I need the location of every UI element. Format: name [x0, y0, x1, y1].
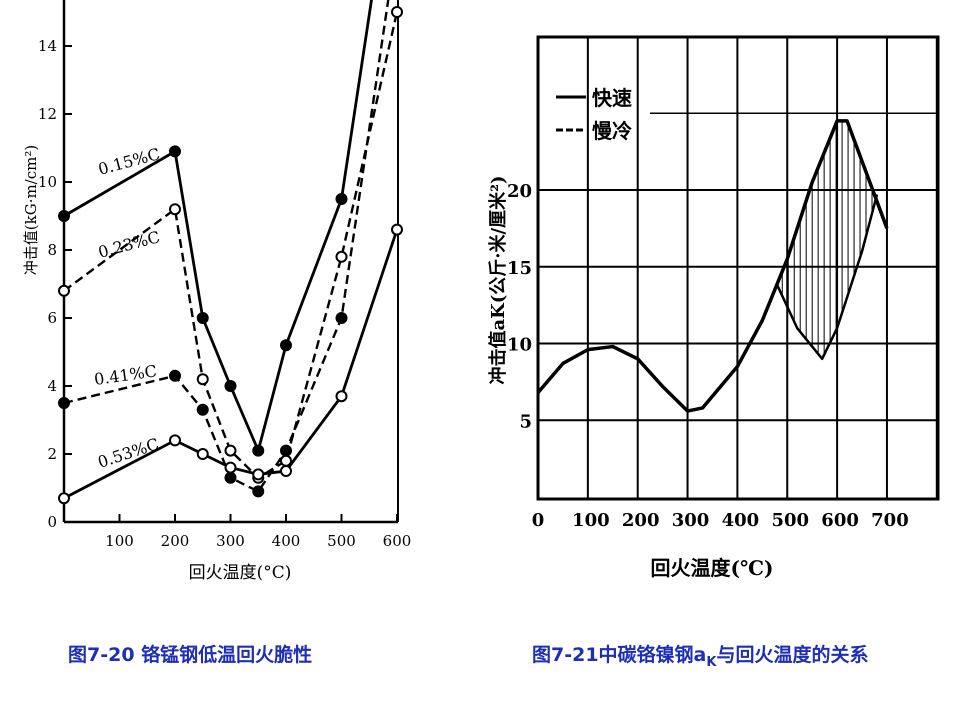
data-point	[196, 373, 209, 386]
data-point	[224, 461, 237, 474]
data-point	[58, 284, 70, 297]
x-tick-label: 600	[383, 532, 412, 550]
y-tick-label: 0	[47, 513, 57, 531]
series-label: 0.15%C	[96, 144, 162, 179]
data-point	[224, 444, 237, 457]
x-tick-label: 200	[161, 532, 190, 550]
y-tick-label: 10	[507, 335, 532, 356]
plot-frame	[536, 35, 940, 501]
data-point	[335, 390, 348, 403]
series-line-慢冷	[776, 194, 879, 361]
x-axis-label: 回火温度(°C)	[189, 563, 292, 583]
y-tick-label: 14	[38, 37, 57, 55]
x-tick-label: 200	[622, 510, 660, 531]
series-label: 0.23%C	[96, 227, 162, 262]
data-point	[169, 369, 181, 382]
data-point	[224, 471, 237, 484]
data-point	[335, 312, 348, 324]
data-point	[169, 203, 181, 216]
legend-label: 快速	[592, 86, 632, 110]
data-point	[58, 397, 70, 409]
series-line-0.23%C	[63, 11, 399, 480]
y-axis-label: 冲击值aK(公斤·米/厘米²)	[487, 175, 509, 384]
data-point	[335, 193, 348, 205]
y-tick-label: 6	[47, 309, 57, 327]
y-axis-label: 冲击值(kG·m/cm²)	[22, 145, 40, 275]
data-point	[391, 223, 403, 236]
data-point	[252, 485, 265, 498]
x-tick-label: 400	[272, 532, 301, 550]
x-tick-label: 300	[672, 510, 710, 531]
y-tick-label: 10	[38, 173, 57, 191]
series-line-快速	[536, 119, 889, 413]
data-point	[169, 434, 181, 447]
y-tick-label: 2	[47, 445, 57, 463]
caption-left: 图7-20 铬锰钢低温回火脆性	[68, 644, 313, 666]
data-point	[58, 492, 70, 505]
series-label: 0.41%C	[93, 361, 158, 389]
x-tick-label: 100	[572, 510, 610, 531]
x-tick-label: 100	[105, 532, 134, 550]
data-point	[391, 6, 403, 18]
x-tick-label: 400	[722, 510, 760, 531]
data-point	[280, 444, 292, 457]
caption-right: 图7-21中碳铬镍钢aK与回火温度的关系	[532, 640, 868, 670]
series-line-0.15%C	[63, 0, 373, 455]
data-point	[196, 312, 209, 324]
caption-right-suffix: 与回火温度的关系	[716, 644, 869, 666]
caption-right-text: 图7-21中碳铬镍钢a	[532, 644, 707, 666]
y-tick-label: 15	[507, 258, 532, 279]
data-point	[335, 250, 348, 263]
data-point	[196, 448, 209, 460]
caption-right-sub: K	[706, 654, 717, 670]
data-point	[58, 210, 70, 222]
data-point	[196, 403, 209, 416]
y-tick-label: 8	[47, 241, 57, 259]
x-tick-label: 500	[327, 532, 356, 550]
x-tick-label: 300	[216, 532, 245, 550]
x-tick-label: 500	[771, 510, 809, 531]
x-axis-label: 回火温度(℃)	[651, 556, 774, 580]
data-point	[252, 468, 265, 481]
x-tick-label: 600	[821, 510, 859, 531]
x-tick-label: 0	[532, 510, 545, 531]
y-tick-label: 12	[38, 105, 57, 123]
y-tick-label: 4	[47, 377, 57, 395]
x-tick-label: 700	[871, 510, 909, 531]
y-tick-label: 5	[519, 411, 532, 432]
y-tick-label: 20	[507, 181, 532, 202]
data-point	[169, 145, 181, 158]
data-point	[224, 380, 237, 392]
data-point	[280, 339, 292, 352]
data-point	[252, 444, 265, 457]
data-point	[280, 465, 292, 477]
legend-label: 慢冷	[592, 119, 632, 143]
